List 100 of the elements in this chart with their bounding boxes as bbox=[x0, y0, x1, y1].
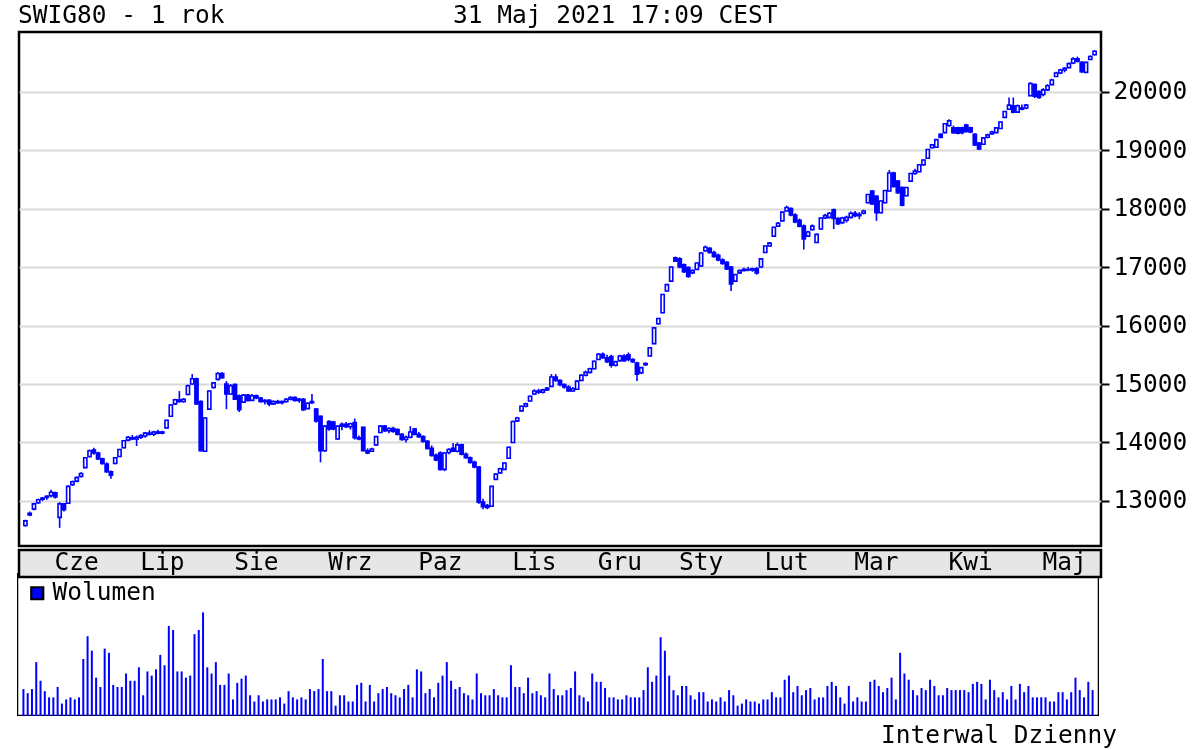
bar bbox=[599, 681, 602, 716]
bar bbox=[432, 697, 435, 716]
y-tick-label: 15000 bbox=[1113, 368, 1188, 398]
bar bbox=[347, 701, 350, 716]
bar bbox=[317, 689, 320, 716]
bar bbox=[933, 685, 936, 716]
bar bbox=[313, 691, 316, 716]
bar bbox=[552, 689, 555, 716]
bar bbox=[783, 679, 786, 716]
bar bbox=[993, 690, 996, 716]
bar bbox=[847, 685, 850, 716]
bar bbox=[758, 703, 760, 716]
bar bbox=[659, 637, 662, 716]
bar bbox=[398, 697, 401, 716]
bar bbox=[231, 699, 234, 716]
bar bbox=[22, 689, 25, 716]
bar bbox=[445, 662, 448, 716]
bar bbox=[1087, 681, 1090, 716]
bar bbox=[428, 689, 431, 716]
bar bbox=[527, 677, 530, 716]
bar bbox=[488, 695, 491, 716]
bar bbox=[1065, 699, 1068, 716]
x-tick-label: Gru bbox=[597, 546, 643, 576]
bar bbox=[1044, 697, 1047, 716]
bar bbox=[368, 684, 371, 716]
y-tick-label: 16000 bbox=[1113, 310, 1188, 340]
bar bbox=[385, 686, 388, 716]
bar bbox=[668, 675, 671, 716]
bar bbox=[86, 636, 89, 716]
bar bbox=[505, 697, 508, 716]
bar bbox=[343, 695, 346, 716]
bar bbox=[1031, 697, 1034, 716]
bar bbox=[522, 693, 525, 716]
bar bbox=[740, 703, 743, 716]
bar bbox=[210, 673, 213, 716]
bar bbox=[266, 699, 269, 716]
bar bbox=[454, 689, 457, 716]
bar bbox=[43, 691, 46, 716]
bar bbox=[535, 691, 538, 716]
x-tick-label: Paz bbox=[418, 546, 463, 576]
bar bbox=[424, 693, 427, 716]
bar bbox=[304, 699, 307, 716]
bar bbox=[813, 699, 816, 716]
bar bbox=[73, 699, 76, 716]
bar bbox=[766, 699, 769, 716]
bar bbox=[882, 692, 885, 716]
bar bbox=[441, 675, 444, 716]
bar bbox=[296, 699, 299, 716]
bar bbox=[1040, 697, 1043, 716]
x-tick-label: Mar bbox=[854, 546, 899, 576]
bar bbox=[629, 697, 632, 716]
bar bbox=[1078, 690, 1081, 716]
bar bbox=[360, 682, 363, 716]
bar bbox=[800, 695, 803, 716]
bar bbox=[578, 695, 581, 716]
bar bbox=[154, 669, 157, 716]
bar bbox=[364, 701, 367, 716]
bar bbox=[787, 675, 790, 716]
bar bbox=[509, 665, 512, 716]
bar bbox=[407, 684, 410, 716]
bar bbox=[26, 693, 29, 716]
bar bbox=[116, 686, 119, 716]
bar bbox=[954, 690, 957, 716]
bar bbox=[621, 699, 624, 716]
bar bbox=[338, 695, 341, 716]
bar bbox=[356, 684, 358, 716]
bar bbox=[403, 689, 406, 716]
bar bbox=[591, 673, 594, 716]
bar bbox=[300, 697, 303, 716]
bar bbox=[732, 695, 735, 716]
bar bbox=[112, 684, 115, 716]
bar bbox=[633, 697, 636, 716]
bar bbox=[518, 686, 521, 716]
bar bbox=[142, 695, 145, 716]
legend-label: Wolumen bbox=[52, 577, 156, 607]
bar bbox=[1083, 697, 1086, 716]
bar bbox=[411, 697, 414, 716]
bar bbox=[373, 701, 376, 716]
bar bbox=[514, 686, 517, 716]
bar bbox=[604, 688, 607, 716]
bar bbox=[1053, 701, 1056, 716]
bar bbox=[279, 697, 282, 716]
bar bbox=[646, 667, 649, 716]
bar bbox=[997, 697, 1000, 716]
bar bbox=[676, 695, 679, 716]
bar bbox=[219, 684, 222, 716]
bar bbox=[351, 701, 354, 716]
bar bbox=[839, 697, 842, 716]
bar bbox=[60, 703, 63, 716]
bar bbox=[214, 662, 217, 716]
bar bbox=[1061, 692, 1064, 716]
bar bbox=[321, 659, 324, 716]
bar bbox=[163, 665, 166, 716]
bar bbox=[69, 697, 72, 716]
bar bbox=[903, 673, 906, 716]
bar bbox=[565, 690, 568, 716]
bar bbox=[689, 695, 692, 716]
bar bbox=[326, 691, 329, 716]
bar bbox=[860, 701, 863, 716]
bar bbox=[890, 677, 893, 716]
